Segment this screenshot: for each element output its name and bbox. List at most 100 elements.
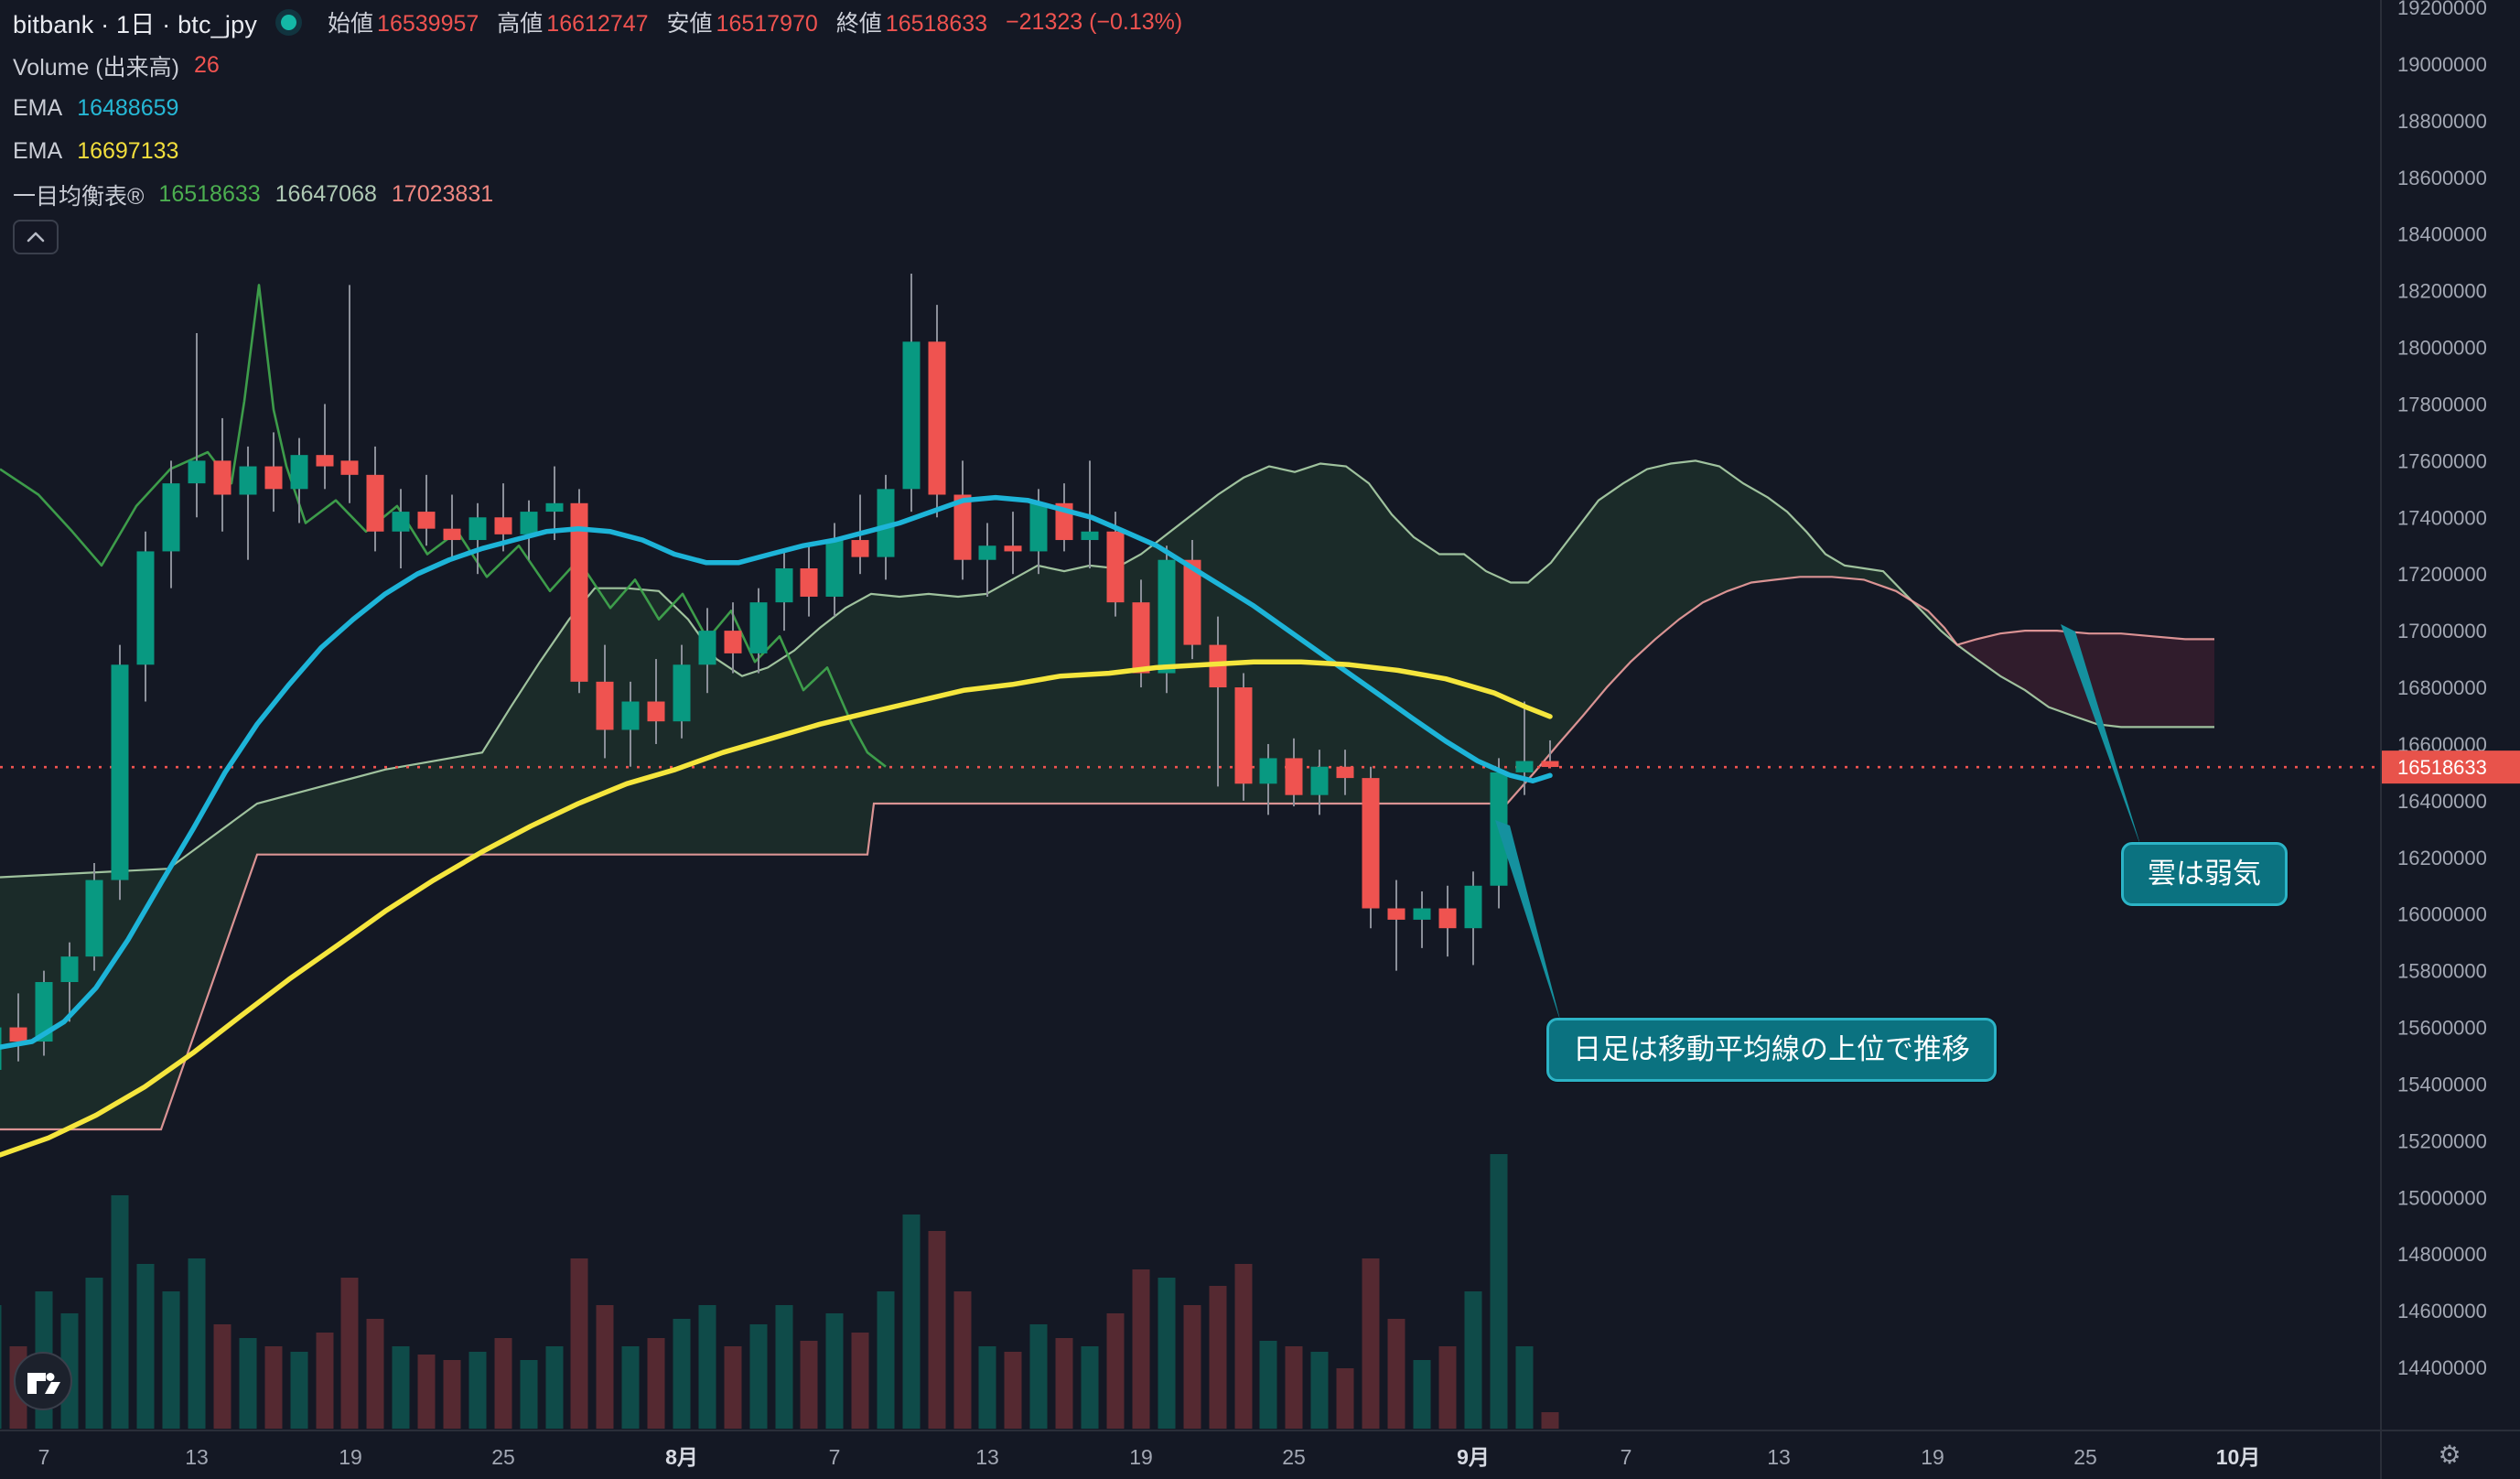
plot-area [0,274,2381,1429]
volume-indicator-row[interactable]: Volume (出来高) 26 [13,44,1201,87]
ichimoku-value-3: 17023831 [391,181,494,207]
symbol-row[interactable]: bitbank · 1日 · btc_jpy 始値 16539957 高値 1661… [13,0,1201,44]
candle-body [673,664,691,722]
volume-bar [647,1338,665,1429]
volume-bar [1158,1278,1176,1429]
time-axis-label: 19 [1921,1445,1944,1469]
candle-body [1438,908,1457,929]
volume-label: Volume (出来高) [13,54,179,81]
symbol-title[interactable]: bitbank · 1日 · btc_jpy [13,10,258,38]
volume-bar [775,1305,793,1429]
candle-body [1362,778,1380,909]
volume-bar [443,1360,461,1429]
volume-bar [366,1319,384,1429]
candle-body [1081,531,1099,541]
volume-bar [111,1195,129,1429]
price-axis-label: 17800000 [2397,393,2487,416]
candle-body [877,489,895,557]
price-axis-label: 18400000 [2397,223,2487,246]
ema-slow-indicator-row[interactable]: EMA 16697133 [13,130,1201,173]
volume-bar [520,1360,538,1429]
ema-fast-indicator-row[interactable]: EMA 16488659 [13,87,1201,130]
price-axis-label: 14600000 [2397,1300,2487,1322]
collapse-legend-button[interactable] [13,220,59,254]
candle-body [851,540,869,557]
price-axis-label: 19200000 [2397,0,2487,19]
last-price-badge [2382,750,2520,784]
volume-value: 26 [193,52,220,78]
ichimoku-indicator-row[interactable]: 一目均衡表® 16518633 16647068 17023831 [13,173,1201,216]
candle-body [647,701,665,722]
volume-bar [724,1346,742,1429]
ema-fast-label: EMA [13,95,63,121]
ohlc-close: 終値 16518633 [835,11,988,37]
volume-bar [1541,1412,1559,1429]
candle-body [520,512,538,534]
volume-bar [136,1264,155,1429]
tradingview-logo-icon [14,1352,72,1410]
volume-bar [1132,1269,1150,1429]
gear-icon: ⚙ [2438,1440,2461,1469]
time-axis-label: 10月 [2216,1445,2261,1469]
volume-bar [188,1258,206,1429]
price-axis-label: 19000000 [2397,53,2487,76]
time-axis[interactable]: 7 13 19 25 8月 7 13 19 25 9月 7 13 19 25 10月 [38,1445,2261,1469]
candle-body [1413,908,1431,920]
price-axis-label: 14800000 [2397,1243,2487,1266]
volume-bar [1183,1305,1201,1429]
volume-bar [1387,1319,1405,1429]
candle-body [417,512,436,529]
candle-body [698,631,716,665]
callout-ma-note[interactable]: 日足は移動平均線の上位で推移 [1546,1018,1997,1082]
volume-bar [1464,1291,1482,1429]
candle-body [1259,758,1277,784]
volume-bar [928,1231,946,1429]
ohlc-high: 高値 16612747 [497,11,649,37]
price-axis[interactable]: 19200000 19000000 18800000 18600000 18400000… [2382,0,2520,1379]
volume-bar [902,1215,921,1429]
candle-body [1464,885,1482,929]
callout-cloud-note[interactable]: 雲は弱気 [2121,842,2288,906]
price-scale-settings-button[interactable]: ⚙ [2430,1437,2469,1472]
candle-body [902,341,921,490]
volume-bar [1055,1338,1073,1429]
volume-bar [953,1291,972,1429]
candle-body [1132,602,1150,674]
ichimoku-value-1: 16518633 [158,181,261,207]
ohlc-low: 安値 16517970 [666,11,818,37]
price-axis-label: 14400000 [2397,1356,2487,1379]
tradingview-logo[interactable] [13,1351,73,1416]
candle-body [316,455,334,467]
candle-body [724,631,742,653]
volume-bar [978,1346,996,1429]
volume-bar [673,1319,691,1429]
candle-body [1515,761,1534,772]
candle-body [545,502,564,513]
price-axis-label: 16400000 [2397,790,2487,813]
candle-body [1183,559,1201,645]
price-axis-label: 17400000 [2397,506,2487,529]
volume-bar [1106,1313,1125,1429]
price-axis-label: 15600000 [2397,1017,2487,1040]
chart-legend: bitbank · 1日 · btc_jpy 始値 16539957 高値 1661… [13,0,1201,254]
candle-body [188,460,206,484]
price-axis-label: 17000000 [2397,620,2487,642]
price-axis-label: 18000000 [2397,337,2487,360]
volume-bar [1362,1258,1380,1429]
volume-bar [316,1333,334,1429]
candle-body [290,455,308,490]
cloud-callout-pointer[interactable] [2061,624,2141,847]
volume-bar [1413,1360,1431,1429]
ma-callout-pointer[interactable] [1495,820,1561,1023]
senkou-b-line [0,576,2214,1131]
candle-body [1285,758,1303,795]
candle-body [443,528,461,541]
candle-body [35,982,53,1042]
price-axis-label: 15200000 [2397,1129,2487,1152]
ema-fast-line [0,494,1553,1050]
candle-body [1387,908,1405,920]
price-axis-label: 16000000 [2397,903,2487,926]
chevron-up-icon [27,232,45,243]
